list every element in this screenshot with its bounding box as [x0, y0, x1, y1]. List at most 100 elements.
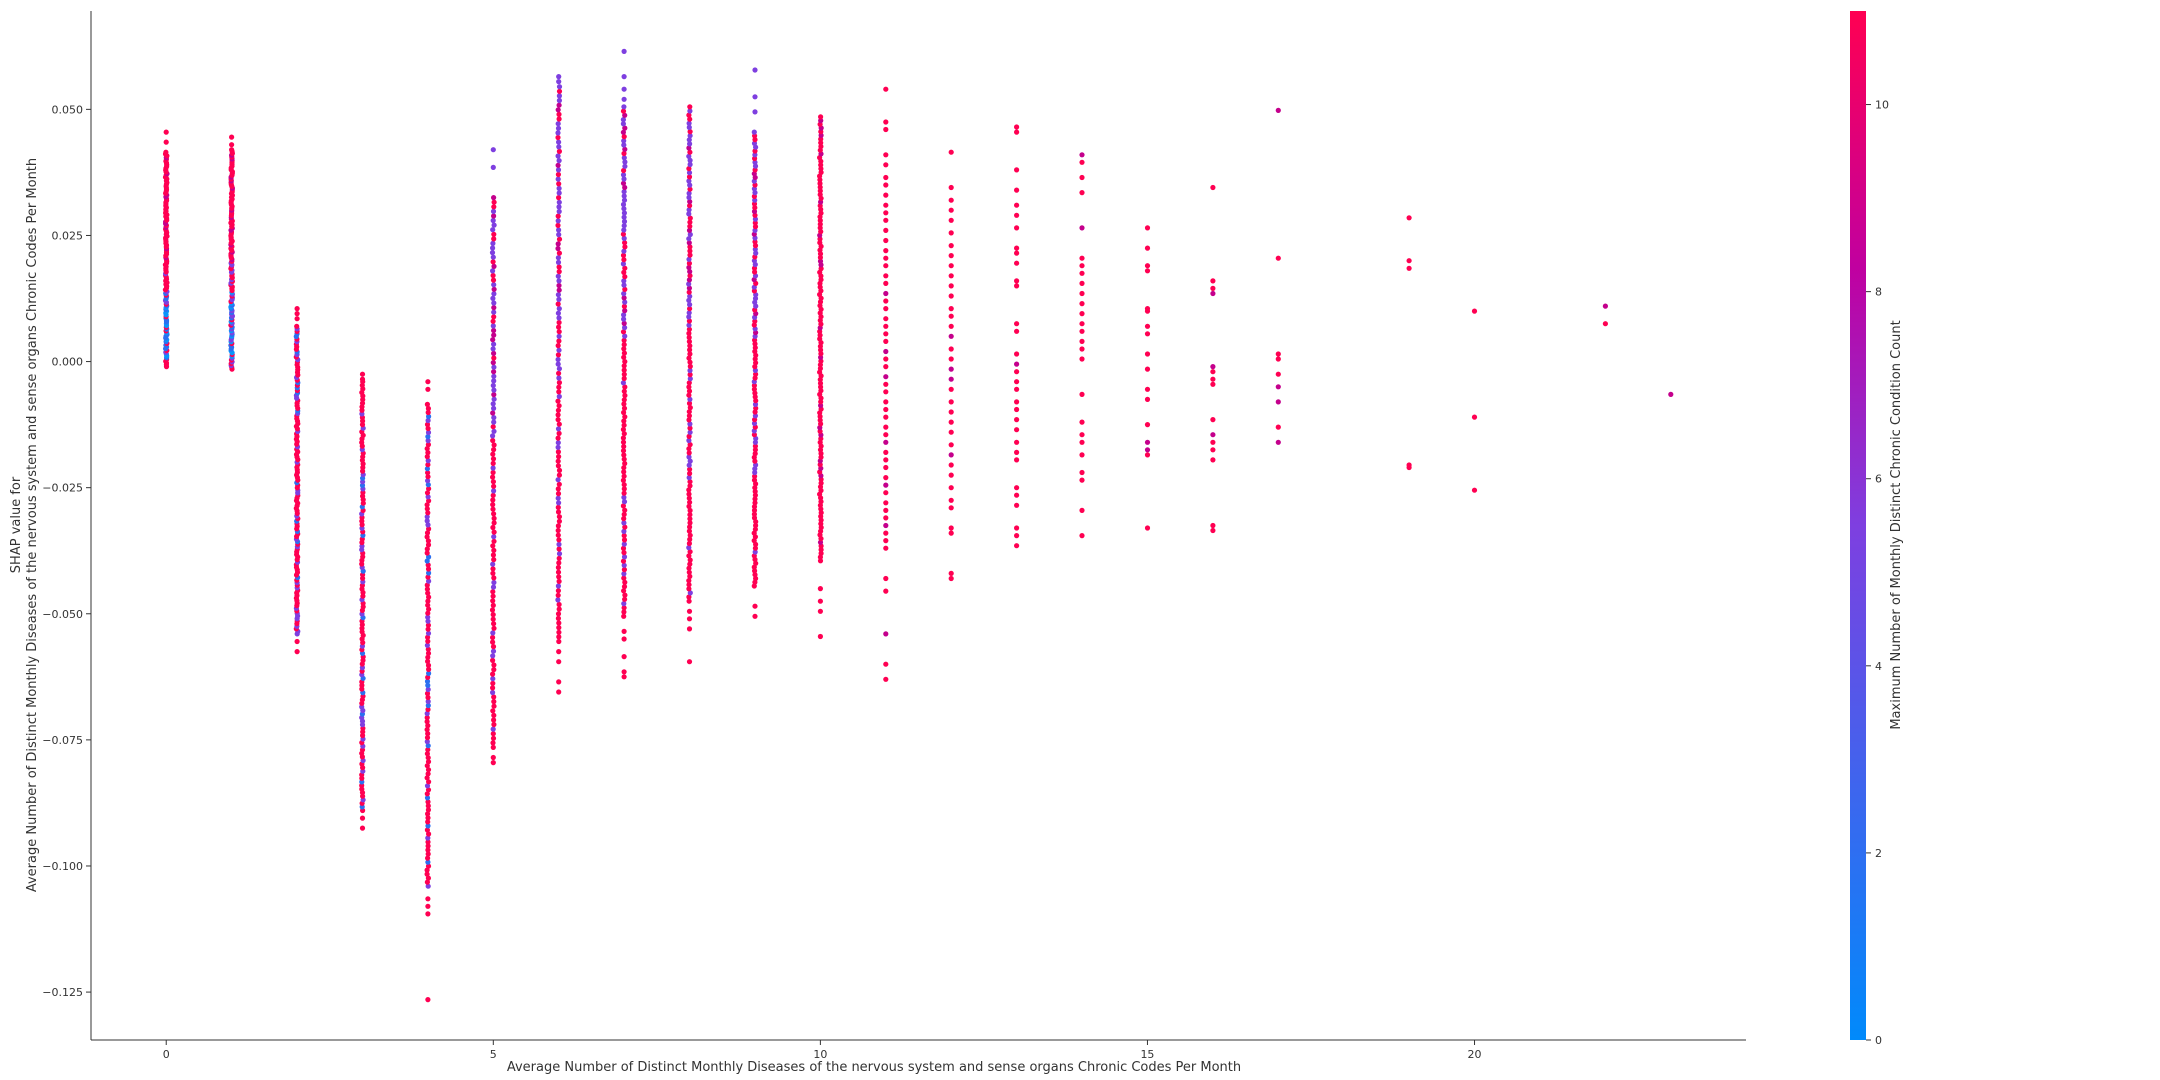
scatter-point: [490, 561, 496, 567]
scatter-point: [425, 698, 431, 705]
scatter-point: [556, 679, 562, 685]
scatter-point: [556, 102, 562, 108]
scatter-point: [686, 178, 692, 184]
scatter-point: [752, 545, 759, 551]
scatter-point: [948, 217, 954, 223]
scatter-point: [948, 386, 954, 392]
scatter-point: [1014, 187, 1020, 193]
scatter-point: [752, 488, 758, 495]
scatter-point: [622, 592, 628, 598]
scatter-point: [294, 323, 300, 329]
scatter-point: [751, 504, 758, 510]
scatter-point: [556, 84, 563, 90]
scatter-point: [686, 227, 693, 233]
scatter-point: [817, 258, 824, 264]
scatter-point: [425, 417, 431, 424]
scatter-point: [424, 867, 430, 873]
scatter-point: [621, 363, 627, 369]
scatter-point: [425, 815, 431, 821]
scatter-point: [1014, 369, 1020, 375]
scatter-point: [490, 382, 496, 389]
scatter-point: [490, 451, 496, 457]
scatter-point: [425, 839, 431, 845]
scatter-point: [555, 259, 562, 265]
scatter-point: [490, 570, 496, 576]
scatter-point: [687, 483, 693, 489]
scatter-point: [621, 375, 627, 382]
scatter-point: [425, 911, 431, 917]
scatter-point: [622, 244, 628, 250]
scatter-point: [1144, 225, 1151, 231]
scatter-point: [948, 283, 954, 289]
scatter-point: [883, 162, 889, 168]
scatter-point: [491, 703, 497, 709]
scatter-point: [620, 435, 627, 441]
scatter-point: [752, 500, 758, 506]
scatter-point: [948, 293, 954, 299]
scatter-point: [556, 158, 562, 164]
scatter-point: [686, 318, 693, 324]
scatter-point: [491, 488, 497, 494]
scatter-point: [426, 779, 432, 785]
scatter-point: [687, 157, 693, 163]
scatter-point: [687, 425, 693, 431]
scatter-point: [883, 290, 889, 297]
scatter-point: [1079, 311, 1085, 317]
scatter-point: [752, 496, 758, 502]
scatter-point: [425, 478, 431, 484]
scatter-point: [424, 550, 430, 556]
scatter-point: [1144, 366, 1151, 372]
series-column-x14: [1079, 152, 1085, 539]
scatter-point: [1014, 406, 1020, 413]
scatter-point: [556, 97, 563, 104]
scatter-point: [426, 526, 432, 532]
scatter-point: [687, 590, 693, 596]
y-tick-label: −0.100: [42, 860, 83, 873]
scatter-point: [883, 348, 889, 355]
scatter-point: [1014, 379, 1020, 385]
scatter-point: [490, 630, 496, 636]
scatter-point: [555, 171, 562, 178]
scatter-point: [686, 285, 693, 291]
scatter-point: [491, 447, 497, 453]
scatter-point: [424, 871, 430, 877]
scatter-point: [817, 192, 823, 198]
scatter-point: [491, 364, 497, 370]
scatter-point: [490, 726, 496, 732]
scatter-point: [491, 579, 497, 586]
scatter-point: [687, 524, 693, 530]
scatter-point: [818, 210, 824, 216]
scatter-point: [686, 503, 692, 509]
scatter-point: [948, 230, 954, 236]
scatter-point: [1014, 502, 1020, 508]
series-column-x15: [1144, 225, 1151, 531]
scatter-point: [426, 670, 432, 677]
scatter-point: [686, 384, 692, 390]
scatter-point: [424, 490, 431, 496]
scatter-point: [1014, 386, 1020, 392]
scatter-point: [753, 522, 759, 529]
scatter-point: [359, 376, 366, 382]
scatter-point: [686, 433, 692, 439]
scatter-point: [752, 413, 759, 419]
scatter-point: [229, 142, 235, 148]
scatter-point: [751, 515, 758, 521]
scatter-point: [883, 237, 889, 244]
scatter-point: [948, 497, 954, 503]
scatter-point: [555, 426, 562, 432]
scatter-point: [491, 286, 497, 292]
scatter-point: [752, 239, 758, 245]
scatter-point: [1144, 439, 1151, 445]
scatter-point: [1014, 129, 1020, 135]
scatter-point: [490, 657, 496, 664]
scatter-point: [556, 144, 562, 150]
scatter-point: [686, 211, 692, 217]
scatter-point: [1471, 487, 1478, 493]
scatter-point: [425, 405, 431, 412]
scatter-point: [555, 301, 561, 307]
scatter-point: [555, 417, 561, 423]
scatter-point: [490, 433, 496, 439]
scatter-point: [1079, 159, 1085, 165]
scatter-point: [491, 575, 497, 581]
scatter-point: [948, 399, 954, 405]
